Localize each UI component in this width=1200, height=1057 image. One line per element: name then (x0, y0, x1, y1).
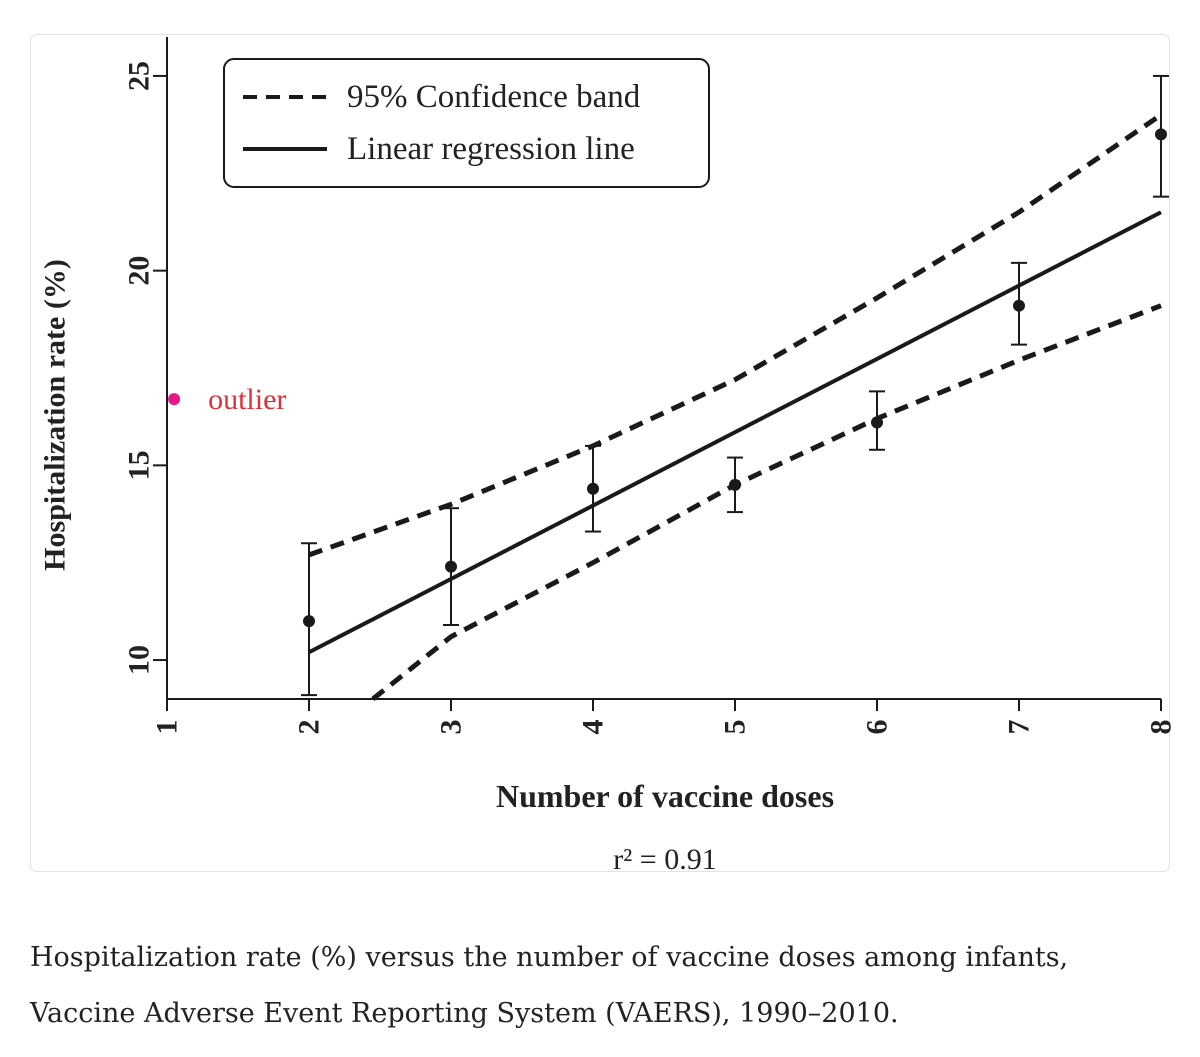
confidence-band-upper (308, 112, 1163, 558)
confidence-band (308, 112, 1163, 701)
axes: 10 15 20 25 1 2 3 4 5 6 7 8 Number of vaccine doses r… (39, 37, 1172, 873)
x-tick-label-1: 1 (151, 720, 184, 735)
y-tick-label-10: 10 (123, 645, 156, 675)
data-point (1013, 299, 1025, 312)
data-point-group-4 (727, 456, 743, 514)
data-point-group-3 (585, 444, 601, 533)
x-tick-label-4: 4 (577, 720, 610, 735)
r-squared-label: r² = 0.91 (613, 843, 716, 873)
data-point (303, 615, 315, 628)
data-point-group-7 (1153, 74, 1169, 198)
figure-caption: Hospitalization rate (%) versus the numb… (30, 930, 1170, 1042)
y-tick-label-15: 15 (123, 450, 156, 480)
data-point (871, 416, 883, 429)
annotations: outlier (168, 383, 286, 416)
data-points (301, 74, 1169, 697)
data-point (729, 478, 741, 491)
data-point (1155, 128, 1167, 141)
confidence-band-lower (371, 303, 1162, 701)
y-axis-title: Hospitalization rate (%) (39, 259, 72, 571)
legend-box (223, 58, 710, 188)
y-tick-label-25: 25 (123, 61, 156, 91)
legend-label-1: 95% Confidence band (347, 79, 641, 115)
data-point-group-1 (301, 542, 317, 697)
x-tick-label-2: 2 (293, 720, 326, 735)
scatter-chart: 10 15 20 25 1 2 3 4 5 6 7 8 Number of vaccine doses r… (39, 37, 1172, 873)
data-point-group-2 (443, 507, 459, 627)
caption-line-1: Hospitalization rate (%) versus the numb… (30, 942, 1069, 973)
data-point-group-5 (869, 390, 885, 451)
x-tick-label-8: 8 (1145, 720, 1172, 735)
x-tick-label-3: 3 (435, 720, 468, 735)
outlier-label: outlier (208, 383, 286, 416)
caption-line-2: Vaccine Adverse Event Reporting System (… (30, 998, 899, 1029)
data-point-group-6 (1011, 261, 1027, 346)
x-tick-label-7: 7 (1003, 720, 1036, 735)
figure-card: 10 15 20 25 1 2 3 4 5 6 7 8 Number of vaccine doses r… (30, 34, 1172, 873)
legend: 95% Confidence band Linear regression lin… (223, 58, 710, 188)
data-point (587, 482, 599, 495)
data-point (445, 560, 457, 573)
legend-label-2: Linear regression line (347, 131, 635, 167)
x-tick-label-5: 5 (719, 720, 752, 735)
outlier-point (168, 393, 181, 406)
regression (308, 210, 1162, 655)
regression-line (308, 210, 1162, 655)
y-tick-label-20: 20 (123, 256, 156, 286)
x-tick-label-6: 6 (861, 720, 894, 735)
x-axis-title: Number of vaccine doses (496, 778, 834, 814)
